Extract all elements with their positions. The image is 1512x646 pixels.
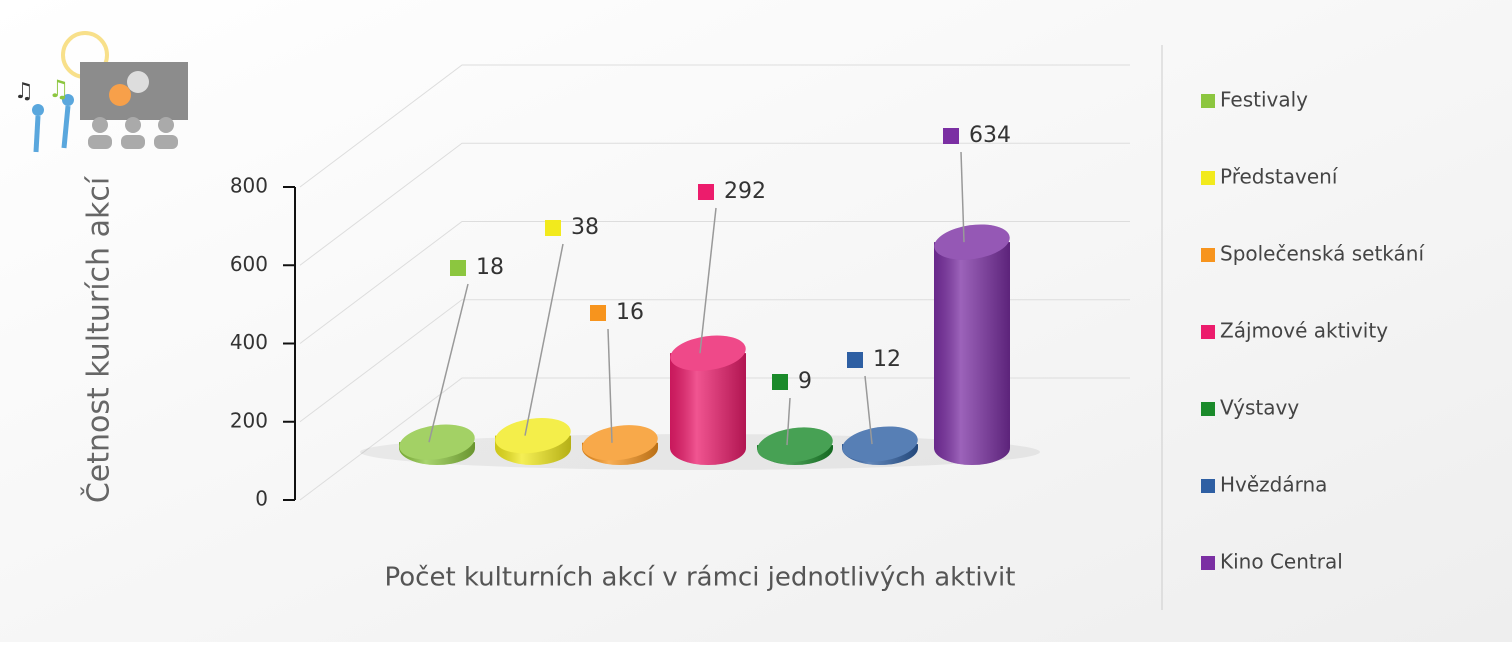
legend-swatch [1201, 479, 1215, 493]
legend-swatch [1201, 94, 1215, 108]
label-swatch [847, 352, 863, 368]
legend-label: Festivaly [1220, 88, 1308, 112]
cylinder-shade [934, 242, 1010, 465]
legend-swatch [1201, 325, 1215, 339]
label-swatch [450, 260, 466, 276]
y-axis-title: Četnost kulturích akcí [80, 175, 117, 503]
legend-swatch [1201, 248, 1215, 262]
label-swatch [772, 374, 788, 390]
data-label: 38 [571, 215, 599, 240]
y-tick-label: 200 [230, 408, 268, 432]
chart: ♫ ♫ Četnost kulturích akcí Počet kulturní… [0, 0, 1512, 642]
y-tick-label: 800 [230, 174, 268, 198]
legend-label: Hvězdárna [1220, 473, 1327, 497]
svg-text:♫: ♫ [48, 75, 70, 103]
label-swatch [545, 220, 561, 236]
svg-text:♫: ♫ [14, 79, 34, 104]
legend-swatch [1201, 402, 1215, 416]
legend-swatch [1201, 171, 1215, 185]
legend-label: Kino Central [1220, 550, 1343, 574]
cylinder [932, 220, 1012, 465]
legend-label: Zájmové aktivity [1220, 319, 1388, 343]
data-label: 18 [476, 255, 504, 280]
cylinder [668, 331, 748, 465]
x-axis-title: Počet kulturních akcí v rámci jednotlivý… [385, 563, 1016, 593]
data-label: 292 [724, 179, 766, 204]
data-label: 634 [969, 123, 1011, 148]
data-label: 9 [798, 369, 812, 394]
legend-label: Společenská setkání [1220, 242, 1425, 266]
data-label: 12 [873, 347, 901, 372]
data-label: 16 [616, 300, 644, 325]
legend-swatch [1201, 556, 1215, 570]
legend-label: Výstavy [1220, 396, 1299, 420]
label-swatch [698, 184, 714, 200]
legend-label: Představení [1220, 165, 1339, 189]
y-tick-label: 600 [230, 252, 268, 276]
label-swatch [590, 305, 606, 321]
y-tick-label: 400 [230, 330, 268, 354]
label-swatch [943, 128, 959, 144]
y-tick-label: 0 [255, 487, 268, 511]
